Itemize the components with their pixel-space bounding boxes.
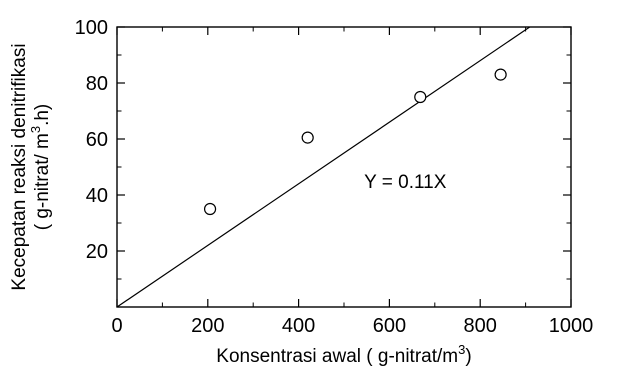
y-axis-title-line-2: ( g-nitrat/ m3.h)	[28, 104, 53, 231]
data-points	[203, 68, 507, 216]
regression-equation: Y = 0.11X	[364, 172, 447, 193]
y-tick-label: 60	[86, 129, 108, 151]
x-axis-title-suffix: )	[465, 346, 471, 367]
y-axis-title: Kecepatan reaksi denitrifikasi ( g-nitra…	[9, 43, 53, 290]
x-tick-label: 1000	[549, 315, 594, 337]
data-point	[414, 90, 427, 104]
y-axis-title-superscript: 3	[28, 126, 43, 133]
y-axis-title-line-1: Kecepatan reaksi denitrifikasi	[9, 43, 30, 290]
y-tick-label: 100	[75, 17, 108, 39]
y-axis-title-line-2-text: ( g-nitrat/ m	[32, 133, 53, 230]
y-tick-label: 40	[86, 185, 108, 207]
plot-area-frame	[116, 26, 572, 308]
minor-ticks	[117, 27, 571, 307]
x-tick-label: 800	[464, 315, 497, 337]
y-axis-title-line-2-suffix: .h)	[32, 104, 53, 126]
x-tick-label: 600	[373, 315, 406, 337]
x-axis-title: Konsentrasi awal ( g-nitrat/m3)	[216, 342, 471, 367]
data-point	[301, 131, 314, 144]
tick-labels: 0 200 400 600 800 1000 20 40 60 80 100	[75, 17, 594, 337]
data-point	[203, 202, 217, 216]
x-axis-title-text: Konsentrasi awal ( g-nitrat/m	[216, 346, 458, 367]
y-tick-label: 20	[86, 241, 108, 263]
x-tick-label: 0	[111, 315, 122, 337]
x-tick-label: 200	[191, 315, 224, 337]
data-point	[494, 68, 507, 81]
x-tick-label: 400	[282, 315, 315, 337]
y-tick-label: 80	[86, 73, 108, 95]
regression-line	[116, 26, 531, 308]
x-axis-title-superscript: 3	[458, 342, 465, 357]
